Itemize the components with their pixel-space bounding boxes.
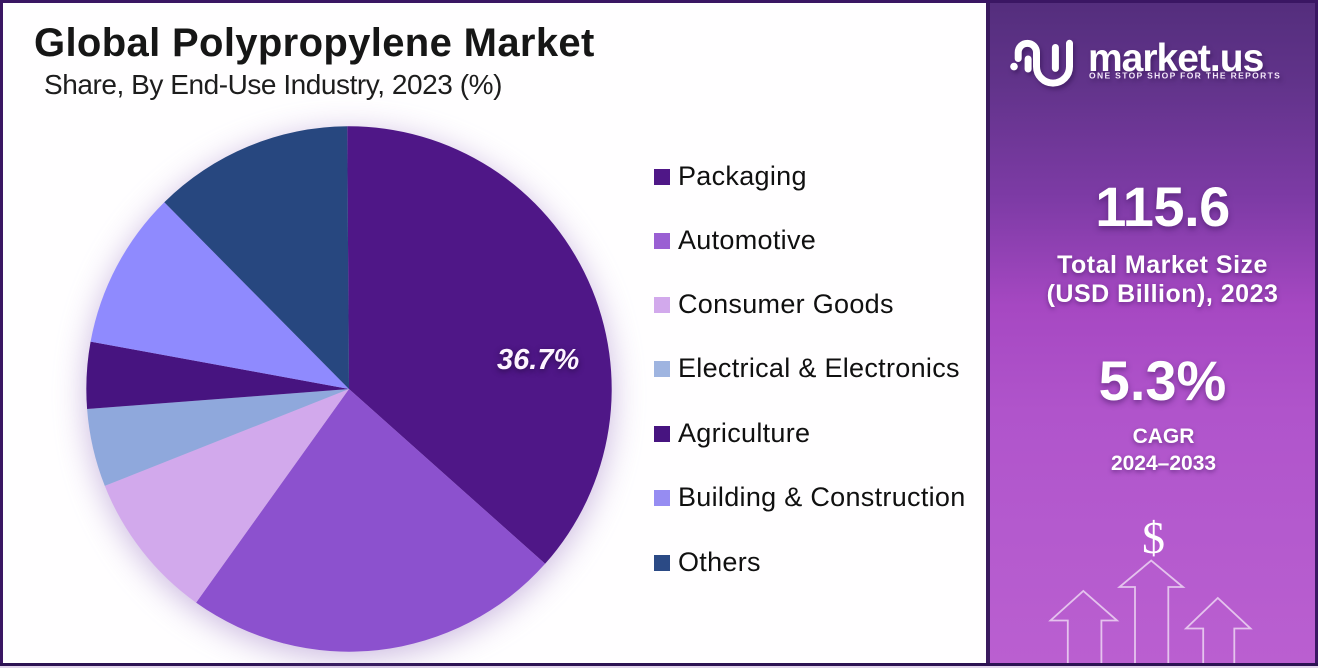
svg-text:market.us: market.us (1088, 37, 1264, 80)
svg-text:ONE STOP SHOP FOR THE REPORTS: ONE STOP SHOP FOR THE REPORTS (1089, 71, 1281, 81)
